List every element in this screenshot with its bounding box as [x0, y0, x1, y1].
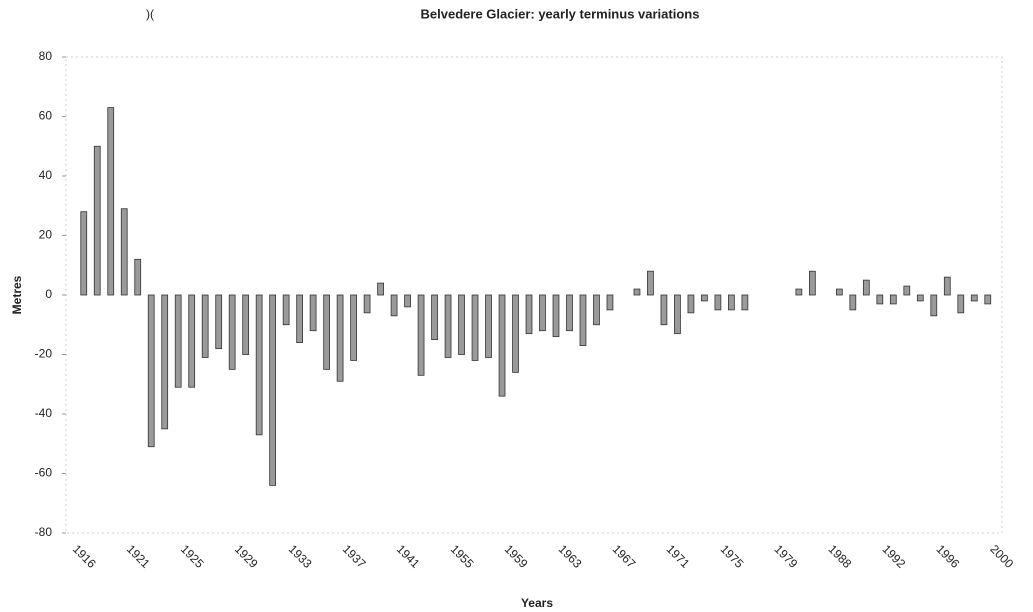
bar: [660, 294, 668, 326]
bar: [701, 294, 708, 302]
bar: [161, 294, 169, 430]
bar: [525, 294, 533, 335]
y-tick-label: 0: [45, 287, 52, 301]
bar: [647, 270, 654, 296]
x-tick-label: 1925: [178, 542, 207, 571]
x-tick-label: 1996: [933, 542, 962, 571]
bar: [269, 294, 277, 486]
bar: [363, 294, 371, 314]
y-tick-label: -20: [35, 347, 53, 361]
bar: [593, 294, 600, 326]
bar: [889, 294, 897, 305]
bar: [876, 294, 884, 305]
bar: [916, 294, 924, 302]
bar: [808, 270, 816, 296]
y-axis-label: Metres: [10, 275, 24, 314]
bar: [714, 294, 722, 311]
bar: [606, 294, 614, 311]
bar: [512, 294, 519, 373]
bar: [849, 294, 857, 311]
x-tick-label: 1992: [880, 542, 909, 571]
bar: [377, 282, 384, 296]
bar: [120, 208, 128, 296]
chart-title: Belvedere Glacier: yearly terminus varia…: [421, 6, 700, 21]
y-tick-label: 40: [39, 168, 53, 182]
x-tick-label: 1933: [286, 542, 315, 571]
bar: [566, 294, 573, 332]
bar: [728, 294, 735, 311]
x-tick-label: 1959: [502, 542, 531, 571]
bar: [498, 294, 506, 397]
bar: [795, 288, 803, 296]
bar: [174, 294, 182, 388]
x-tick-label: 2000: [987, 542, 1016, 571]
bar: [134, 258, 142, 296]
bar: [390, 294, 398, 317]
bar: [417, 294, 425, 376]
bar: [80, 211, 88, 296]
x-tick-label: 1955: [448, 542, 477, 571]
bar: [336, 294, 344, 382]
bar: [458, 294, 465, 355]
x-axis-label: Years: [521, 596, 553, 610]
bar: [309, 294, 317, 332]
x-tick-label: 1963: [556, 542, 585, 571]
bar: [862, 279, 870, 296]
y-tick-label: -40: [35, 406, 53, 420]
bar: [957, 294, 965, 314]
bar: [687, 294, 695, 314]
bar: [296, 294, 303, 343]
x-tick-label: 1929: [232, 542, 261, 571]
bar: [404, 294, 411, 308]
bar: [674, 294, 681, 335]
bar: [188, 294, 196, 388]
bar: [539, 294, 546, 332]
bar: [255, 294, 263, 436]
bar: [282, 294, 290, 326]
bar: [930, 294, 938, 317]
x-tick-label: 1916: [70, 542, 99, 571]
bar: [633, 288, 641, 296]
x-tick-label: 1941: [394, 542, 423, 571]
x-tick-label: 1979: [772, 542, 801, 571]
bar: [93, 145, 101, 296]
bar: [228, 294, 236, 370]
bar: [444, 294, 452, 358]
y-tick-label: -60: [35, 466, 53, 480]
y-tick-label: -80: [35, 525, 53, 539]
bar: [242, 294, 250, 355]
bar: [471, 294, 479, 361]
bar: [107, 107, 115, 296]
y-tick-label: 60: [39, 109, 53, 123]
x-tick-label: 1921: [124, 542, 153, 571]
bar: [984, 294, 992, 305]
x-tick-label: 1971: [664, 542, 693, 571]
bar: [579, 294, 587, 346]
x-tick-label: 1967: [610, 542, 639, 571]
bar: [147, 294, 155, 448]
bar: [431, 294, 438, 341]
bar: [903, 285, 911, 296]
bar: [552, 294, 560, 338]
bar: [943, 276, 951, 296]
x-tick-label: 1937: [340, 542, 369, 571]
x-tick-label: 1988: [826, 542, 855, 571]
annotation: )(: [146, 7, 154, 21]
bar: [485, 294, 492, 358]
y-tick-label: 80: [39, 49, 53, 63]
bar: [215, 294, 223, 349]
bar: [323, 294, 330, 370]
bar: [835, 288, 843, 296]
x-tick-label: 1975: [718, 542, 747, 571]
bar: [970, 294, 978, 302]
bar: [350, 294, 357, 361]
y-tick-label: 20: [39, 228, 53, 242]
bar: [201, 294, 209, 358]
bar: [741, 294, 749, 311]
